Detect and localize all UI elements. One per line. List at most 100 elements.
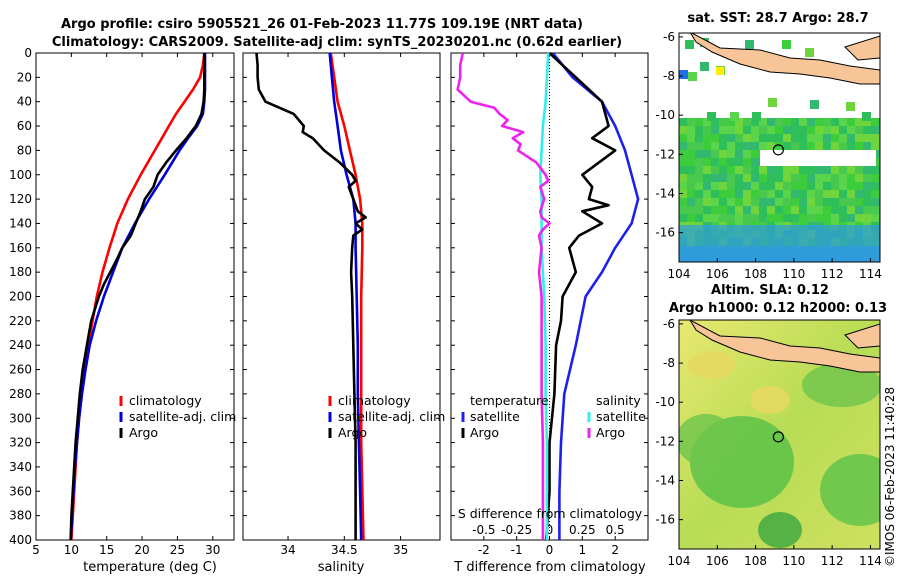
sst-cell <box>711 150 719 158</box>
sst-cell <box>703 118 711 126</box>
sst-cell <box>767 198 775 206</box>
sst-cell <box>703 182 711 190</box>
sst-cell <box>751 198 759 206</box>
imos-timestamp: ©IMOS 06-Feb-2023 11:40:28 <box>883 387 897 567</box>
sst-cell <box>831 182 839 190</box>
sst-cell <box>743 126 751 134</box>
sst-cell <box>871 118 879 126</box>
temperature-difference-axis-label: T difference from climatology <box>453 560 646 575</box>
sst-cell <box>847 182 855 190</box>
depth-tick-label: 140 <box>9 216 32 230</box>
temperature-legend: climatology satellite-adj. clim Argo <box>119 393 236 440</box>
sst-cell <box>863 174 871 182</box>
sst-cell <box>791 174 799 182</box>
difference-x-tick-label: -0.25 <box>501 523 532 537</box>
sst-cell <box>735 190 743 198</box>
sst-cell <box>695 158 703 166</box>
sst-cell <box>743 182 751 190</box>
sst-cell <box>735 150 743 158</box>
sst-cell <box>831 214 839 222</box>
sst-cell <box>751 174 759 182</box>
sst-cell <box>767 190 775 198</box>
sst-cell <box>759 206 767 214</box>
sst-cell <box>711 118 719 126</box>
sst-cell <box>823 214 831 222</box>
sst-cell <box>791 134 799 142</box>
difference-series-temperature-argo <box>544 52 617 541</box>
sst-cell <box>815 126 823 134</box>
sst-cell <box>711 190 719 198</box>
sst-cell <box>775 118 783 126</box>
sst-cell <box>688 72 697 81</box>
sst-cell <box>751 214 759 222</box>
map-lon-tick-label: 108 <box>744 267 767 281</box>
sst-cell <box>805 48 814 57</box>
depth-tick-label: 380 <box>9 509 32 523</box>
sst-cell <box>679 126 687 134</box>
sla-low-north-blob <box>802 363 880 407</box>
sst-cell <box>871 198 879 206</box>
sst-cell <box>743 206 751 214</box>
difference-x-tick-label: 0 <box>546 543 554 557</box>
sst-cell <box>711 134 719 142</box>
sst-cell <box>711 182 719 190</box>
figure-title-line2: Climatology: CARS2009. Satellite-adj cli… <box>52 35 622 50</box>
sst-cell <box>707 112 716 121</box>
sst-cell <box>775 182 783 190</box>
sla-high-blob <box>750 386 790 414</box>
sst-cell <box>679 142 687 150</box>
sst-cell <box>783 142 791 150</box>
sst-cell <box>735 134 743 142</box>
sst-cell <box>685 40 694 49</box>
map-frame <box>678 32 881 263</box>
sst-cell <box>767 118 775 126</box>
sst-cell <box>807 206 815 214</box>
sst-cell <box>839 126 847 134</box>
sst-cell <box>735 214 743 222</box>
legend-label-satellite: satellite-adj. clim <box>129 409 236 424</box>
profile-series <box>69 52 640 541</box>
sst-cell <box>863 182 871 190</box>
sst-cell <box>807 134 815 142</box>
sst-cell <box>679 118 687 126</box>
sst-cell <box>783 182 791 190</box>
sst-cell <box>711 174 719 182</box>
legend-heading-salinity: salinity <box>596 393 641 408</box>
map-lat-tick-label: -8 <box>663 356 675 370</box>
sst-cell <box>839 214 847 222</box>
sst-cell <box>799 118 807 126</box>
sst-cell <box>695 126 703 134</box>
sst-cell <box>791 206 799 214</box>
map-lon-tick-label: 104 <box>668 554 691 568</box>
sst-cell <box>799 198 807 206</box>
map-lat-tick-label: -6 <box>663 317 675 331</box>
sst-cell <box>700 62 709 71</box>
sst-cell <box>863 126 871 134</box>
sst-cell <box>679 214 687 222</box>
sst-cell <box>679 190 687 198</box>
sst-cell <box>767 142 775 150</box>
depth-tick-label: 20 <box>17 70 32 84</box>
sla-deep-low-blob <box>758 512 802 548</box>
sst-cell <box>735 166 743 174</box>
sst-cell <box>847 166 855 174</box>
sst-cell <box>716 67 724 75</box>
sst-cell <box>679 70 688 79</box>
sst-cell <box>831 198 839 206</box>
sst-cell <box>679 166 687 174</box>
temperature-x-tick-label: 5 <box>32 543 40 557</box>
sst-cell <box>831 206 839 214</box>
sst-cell <box>815 198 823 206</box>
temperature-x-tick-label: 25 <box>170 543 185 557</box>
sst-cell <box>767 174 775 182</box>
sst-cell <box>751 158 759 166</box>
sst-cell <box>703 166 711 174</box>
sst-cell <box>855 206 863 214</box>
sst-cell <box>863 118 871 126</box>
sst-cell <box>775 190 783 198</box>
sst-cell <box>711 158 719 166</box>
legend-label-sal-satellite: satellite <box>596 409 646 424</box>
figure-title-line1: Argo profile: csiro 5905521_26 01-Feb-20… <box>61 17 583 32</box>
sst-cell <box>775 214 783 222</box>
temperature-panel-frame <box>35 52 235 541</box>
